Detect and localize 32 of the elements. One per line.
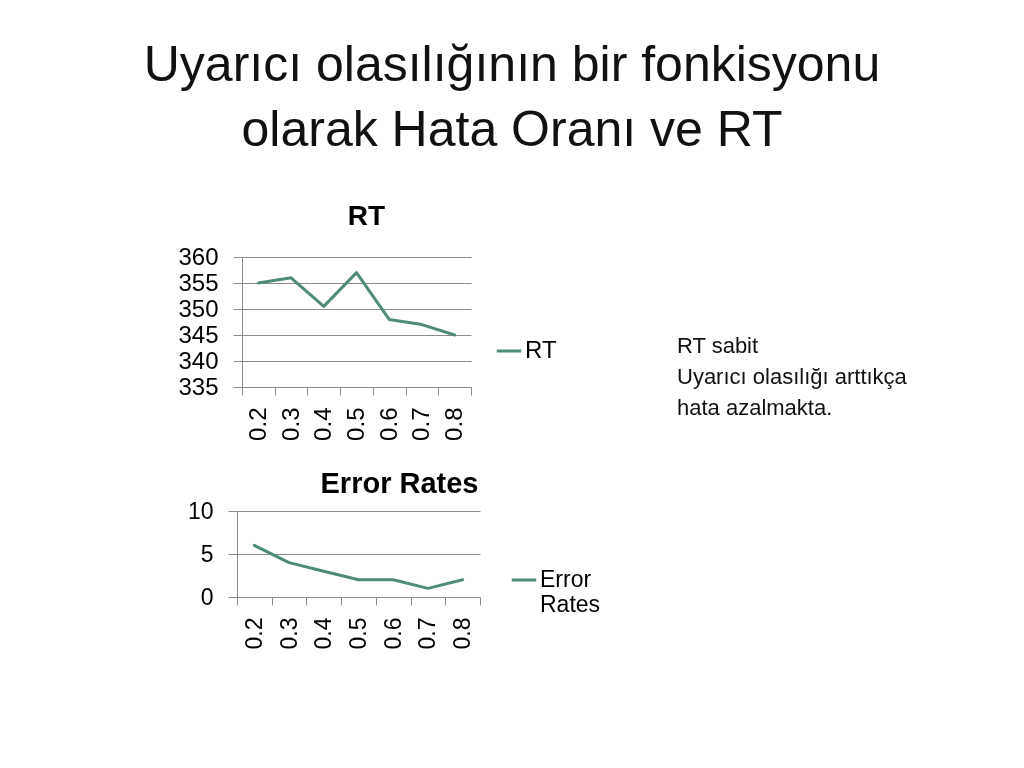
x-tick-label: 0.5 <box>345 617 371 650</box>
y-tick-label: 10 <box>187 497 214 524</box>
legend-label: RT <box>525 336 557 363</box>
chart-title: RT <box>347 200 386 231</box>
x-tick-label: 0.4 <box>310 617 337 650</box>
x-tick-label: 0.2 <box>240 617 267 650</box>
x-tick-label: 0.8 <box>440 407 468 441</box>
x-tick-label: 0.3 <box>275 617 302 650</box>
legend-label: Error Rates <box>540 566 601 617</box>
line-series <box>252 543 465 590</box>
y-tick-label: 5 <box>200 540 214 567</box>
x-tick-label: 0.8 <box>449 617 476 650</box>
y-tick-label: 350 <box>178 294 219 322</box>
y-tick-label: 335 <box>178 372 219 400</box>
x-tick-label: 0.7 <box>414 617 441 650</box>
x-tick-label: 0.4 <box>309 407 337 441</box>
x-tick-label: 0.2 <box>243 407 271 441</box>
y-tick-label: 345 <box>178 320 219 348</box>
y-tick-label: 0 <box>200 583 214 610</box>
text: Uyarıcı olasılığının bir fonkisyonu olarak Hata Oranı ve RT <box>142 35 882 159</box>
line-series <box>256 271 457 337</box>
chart-title: Error Rates <box>320 467 479 499</box>
x-tick-label: 0.6 <box>374 407 402 441</box>
y-tick-label: 340 <box>178 346 219 374</box>
text: RT sabit <box>677 332 760 360</box>
x-tick-label: 0.7 <box>407 407 435 441</box>
y-tick-label: 360 <box>178 242 219 270</box>
text: Uyarıcı olasılığı arttıkça hata azalmakta. <box>677 363 908 422</box>
x-tick-label: 0.5 <box>342 407 369 441</box>
x-tick-label: 0.3 <box>276 407 304 441</box>
x-tick-label: 0.6 <box>379 617 406 650</box>
y-tick-label: 355 <box>178 268 219 296</box>
